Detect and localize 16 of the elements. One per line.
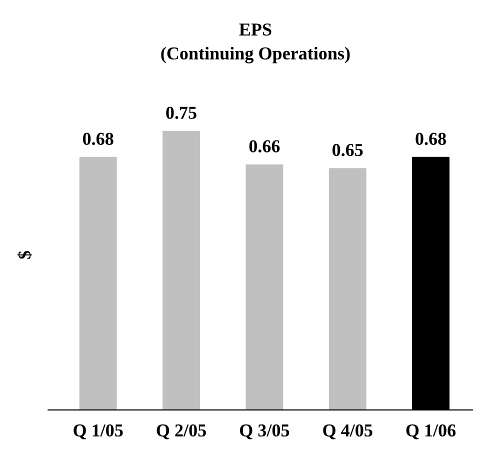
x-tick-label: Q 4/05 — [323, 424, 372, 440]
data-label: 0.68 — [416, 132, 446, 146]
bar — [246, 164, 284, 410]
bar — [79, 156, 117, 410]
data-label: 0.65 — [332, 144, 363, 156]
x-tick-label: Q 1/05 — [74, 424, 123, 440]
y-axis-title: $ — [17, 250, 32, 259]
x-tick-label: Q 2/05 — [156, 424, 206, 440]
data-label: 0.68 — [82, 132, 114, 146]
bar — [162, 130, 200, 410]
x-tick-label: Q 3/05 — [240, 424, 290, 440]
bar — [328, 168, 366, 410]
x-tick-label: Q 1/06 — [406, 424, 456, 440]
data-label: 0.66 — [249, 140, 280, 152]
chart-title: EPS (Continuing Operations) — [161, 24, 350, 64]
data-label: 0.75 — [166, 106, 196, 119]
